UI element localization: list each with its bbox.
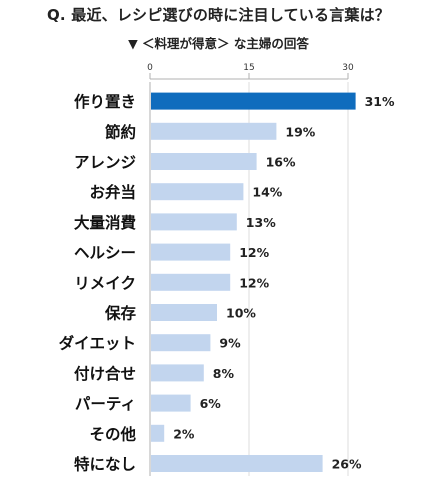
chart-title: Q. 最近、レシピ選びの時に注目している言葉は？ bbox=[46, 6, 391, 24]
value-label: 14% bbox=[252, 185, 282, 200]
category-label: 大量消費 bbox=[74, 213, 137, 232]
value-label: 6% bbox=[200, 396, 222, 411]
category-label: 作り置き bbox=[74, 92, 136, 111]
value-label: 13% bbox=[246, 215, 276, 230]
value-label: 12% bbox=[239, 275, 269, 290]
category-label: 節約 bbox=[105, 122, 136, 141]
value-label: 16% bbox=[266, 155, 296, 170]
category-label: ダイエット bbox=[59, 334, 136, 353]
bar bbox=[151, 213, 237, 231]
category-label: 特になし bbox=[74, 455, 136, 474]
bar bbox=[151, 273, 231, 291]
bar bbox=[151, 153, 257, 170]
category-label: 保存 bbox=[104, 304, 137, 323]
value-label: 31% bbox=[365, 94, 395, 109]
category-label: パーティ bbox=[75, 395, 136, 413]
value-label: 8% bbox=[213, 366, 235, 381]
value-label: 26% bbox=[332, 457, 362, 472]
value-label: 9% bbox=[219, 336, 241, 351]
bar bbox=[151, 334, 211, 352]
bar bbox=[151, 122, 277, 140]
bar bbox=[151, 183, 244, 201]
value-label: 19% bbox=[285, 124, 315, 139]
category-label: お弁当 bbox=[89, 183, 136, 202]
chart-subtitle: ▼ ＜料理が得意＞ な主婦の回答 bbox=[128, 36, 309, 51]
bar bbox=[151, 304, 217, 321]
value-label: 2% bbox=[173, 426, 195, 441]
tick-label: 30 bbox=[342, 63, 354, 73]
category-label: アレンジ bbox=[74, 154, 137, 172]
bar bbox=[151, 424, 165, 442]
tick-label: 15 bbox=[243, 63, 254, 73]
category-label: 付け合せ bbox=[74, 364, 136, 383]
category-label: その他 bbox=[89, 424, 136, 443]
bar bbox=[151, 455, 323, 472]
bar bbox=[151, 92, 356, 110]
tick-label: 0 bbox=[147, 63, 153, 73]
bar bbox=[151, 364, 204, 382]
bar bbox=[151, 394, 191, 412]
bar bbox=[151, 243, 231, 261]
category-label: ヘルシー bbox=[74, 244, 136, 262]
category-label: リメイク bbox=[74, 274, 136, 292]
value-label: 10% bbox=[226, 306, 256, 321]
value-label: 12% bbox=[239, 245, 269, 260]
